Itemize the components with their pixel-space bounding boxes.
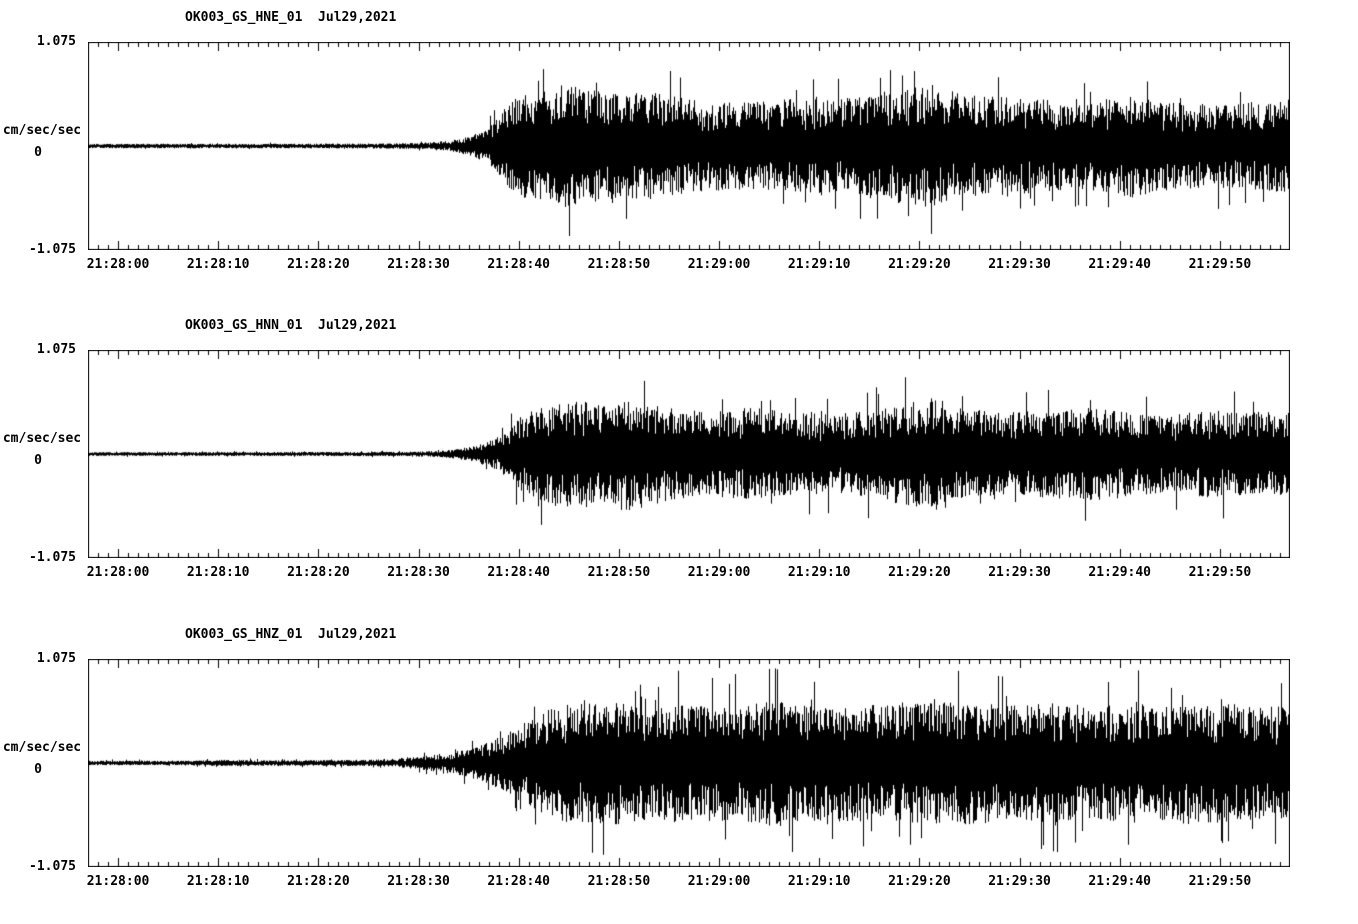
x-tick-label: 21:28:00 bbox=[86, 257, 150, 272]
x-tick-label: 21:29:50 bbox=[1188, 257, 1252, 272]
x-tick-label: 21:28:50 bbox=[587, 874, 651, 889]
x-tick-label: 21:28:20 bbox=[287, 565, 350, 580]
x-tick-label: 21:28:30 bbox=[387, 874, 450, 889]
x-tick-label: 21:28:40 bbox=[487, 874, 551, 889]
x-tick-label: 21:29:30 bbox=[988, 874, 1051, 889]
y-min-tick-label: -1.075 bbox=[29, 550, 76, 565]
x-tick-label: 21:28:20 bbox=[287, 257, 350, 272]
y-axis-label: cm/sec/sec bbox=[2, 740, 82, 755]
x-tick-label: 21:29:30 bbox=[988, 565, 1051, 580]
x-tick-label: 21:28:40 bbox=[487, 565, 551, 580]
y-axis-label: cm/sec/sec bbox=[2, 431, 82, 446]
x-tick-label: 21:29:20 bbox=[888, 874, 951, 889]
seismogram-panel-hnn: OK003_GS_HNN_01 Jul29,2021 cm/sec/sec 1.… bbox=[0, 308, 1358, 608]
x-axis-tick-labels: 21:28:00 21:28:10 21:28:20 21:28:30 21:28:40… bbox=[0, 565, 1358, 581]
x-tick-label: 21:29:00 bbox=[687, 257, 751, 272]
chart-title: OK003_GS_HNN_01 Jul29,2021 bbox=[185, 318, 397, 333]
x-axis-tick-labels: 21:28:00 21:28:10 21:28:20 21:28:30 21:28:40… bbox=[0, 257, 1358, 273]
x-tick-label: 21:29:10 bbox=[787, 874, 851, 889]
x-tick-label: 21:28:50 bbox=[587, 257, 651, 272]
y-axis-label: cm/sec/sec bbox=[2, 123, 82, 138]
chart-title: OK003_GS_HNZ_01 Jul29,2021 bbox=[185, 627, 397, 642]
x-tick-label: 21:29:40 bbox=[1088, 565, 1152, 580]
x-tick-label: 21:28:40 bbox=[487, 257, 551, 272]
x-tick-label: 21:28:30 bbox=[387, 565, 450, 580]
y-zero-tick-label: 0 bbox=[34, 762, 42, 777]
y-min-tick-label: -1.075 bbox=[29, 859, 76, 874]
x-tick-label: 21:28:30 bbox=[387, 257, 450, 272]
waveform-canvas-hnn bbox=[88, 350, 1290, 558]
y-max-tick-label: 1.075 bbox=[36, 34, 76, 49]
x-tick-label: 21:29:00 bbox=[687, 565, 751, 580]
x-tick-label: 21:28:50 bbox=[587, 565, 651, 580]
x-axis-tick-labels: 21:28:00 21:28:10 21:28:20 21:28:30 21:28:40… bbox=[0, 874, 1358, 890]
x-tick-label: 21:29:50 bbox=[1188, 565, 1252, 580]
x-tick-label: 21:29:20 bbox=[888, 257, 951, 272]
x-tick-label: 21:29:50 bbox=[1188, 874, 1252, 889]
y-zero-tick-label: 0 bbox=[34, 453, 42, 468]
x-tick-label: 21:29:10 bbox=[787, 565, 851, 580]
chart-title: OK003_GS_HNE_01 Jul29,2021 bbox=[185, 10, 397, 25]
x-tick-label: 21:29:00 bbox=[687, 874, 751, 889]
x-tick-label: 21:29:40 bbox=[1088, 257, 1152, 272]
y-zero-tick-label: 0 bbox=[34, 145, 42, 160]
seismogram-panel-hnz: OK003_GS_HNZ_01 Jul29,2021 cm/sec/sec 1.… bbox=[0, 617, 1358, 917]
x-tick-label: 21:28:10 bbox=[186, 565, 250, 580]
y-max-tick-label: 1.075 bbox=[36, 651, 76, 666]
x-tick-label: 21:29:10 bbox=[787, 257, 851, 272]
seismogram-panel-hne: OK003_GS_HNE_01 Jul29,2021 cm/sec/sec 1.… bbox=[0, 0, 1358, 300]
x-tick-label: 21:28:00 bbox=[86, 874, 150, 889]
x-tick-label: 21:28:10 bbox=[186, 257, 250, 272]
y-max-tick-label: 1.075 bbox=[36, 342, 76, 357]
waveform-canvas-hnz bbox=[88, 659, 1290, 867]
waveform-canvas-hne bbox=[88, 42, 1290, 250]
x-tick-label: 21:29:20 bbox=[888, 565, 951, 580]
x-tick-label: 21:29:30 bbox=[988, 257, 1051, 272]
x-tick-label: 21:29:40 bbox=[1088, 874, 1152, 889]
x-tick-label: 21:28:00 bbox=[86, 565, 150, 580]
x-tick-label: 21:28:10 bbox=[186, 874, 250, 889]
y-min-tick-label: -1.075 bbox=[29, 242, 76, 257]
x-tick-label: 21:28:20 bbox=[287, 874, 350, 889]
